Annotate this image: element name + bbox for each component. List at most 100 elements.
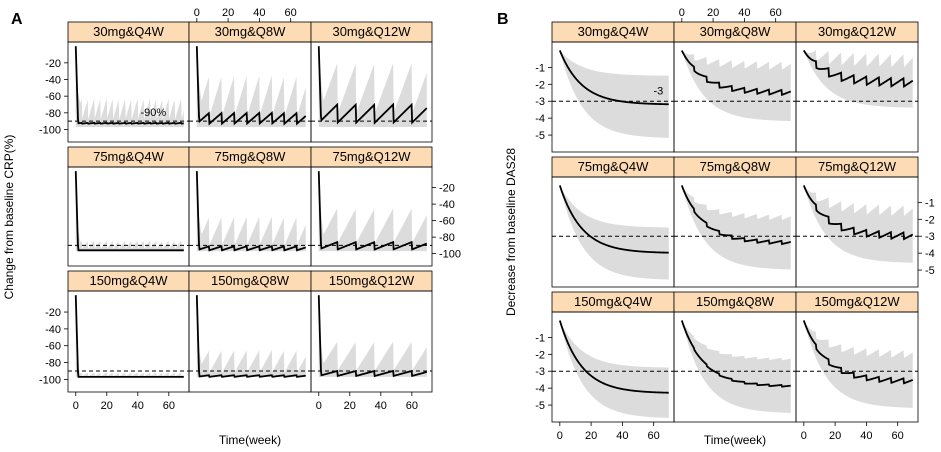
x-tick-label: 40 [738,7,750,19]
median-line [802,185,914,241]
y-tick-label: -3 [535,366,545,378]
panel-plot-area [68,295,189,378]
panel-title: 30mg&Q12W [818,24,897,39]
panel-plot-area [674,50,796,122]
panel: 30mg&Q8W 0 20 40 60 [188,7,312,143]
prediction-interval-band [318,171,427,252]
prediction-interval-band [803,49,913,108]
chart-crp: A Change from baseline CRP(%) Time(week) 30… [2,7,461,447]
prediction-interval-band [196,171,306,252]
panel-plot-area [674,320,796,413]
panel-label: B [497,11,509,28]
y-tick-label: -100 [39,125,61,137]
median-line [317,46,428,125]
panel-plot-area [68,171,189,252]
prediction-interval-band [196,295,306,377]
median-line [680,320,791,388]
x-tick-label: 60 [163,400,175,412]
prediction-interval-band [75,46,184,127]
panel: 30mg&Q12W [310,21,433,143]
y-tick-label: -100 [439,249,461,261]
panel-title: 150mg&Q4W [574,294,653,309]
panel: 150mg&Q12W 0 20 40 60 [795,291,919,442]
panel-title: 30mg&Q8W [215,24,287,39]
prediction-interval-band [681,50,791,122]
y-tick-label: -1 [535,332,545,344]
panel-plot-area [189,46,311,127]
panel-frame [795,41,919,153]
y-tick-label: -3 [925,231,935,243]
panel: 150mg&Q8W [673,291,797,423]
y-tick-label: -5 [535,130,545,142]
x-tick-label: 60 [892,430,904,442]
prediction-interval-band [318,295,427,377]
panel-title: 150mg&Q4W [89,273,168,288]
panel-plot-area [796,320,918,408]
y-tick-label: -4 [535,383,545,395]
panel: 75mg&Q4W [67,146,190,267]
panel-title: 150mg&Q12W [329,273,415,288]
median-line [681,50,792,97]
panel-plot-area [552,50,674,138]
panel-plot-area [674,185,796,270]
x-tick-label: 0 [679,7,685,19]
panel-title: 75mg&Q8W [215,149,287,164]
y-tick-label: -2 [535,349,545,361]
panel-plot-area [796,185,918,263]
panel-plot-area [311,171,432,252]
prediction-interval-band [559,50,669,138]
panel-frame [310,290,433,393]
y-tick-label: -2 [925,214,935,226]
y-tick-label: -100 [39,374,61,386]
x-tick-label: 0 [73,400,79,412]
x-tick-label: 60 [648,430,660,442]
panel-frame [310,41,433,143]
median-line [803,50,914,89]
panel-label: A [11,11,23,28]
annotation-label: -90% [140,107,166,119]
y-tick-label: -1 [535,62,545,74]
panel: 30mg&Q12W [795,21,919,153]
panel-title: 75mg&Q8W [700,159,772,174]
panel: 75mg&Q12W -1 -2 -3 -4 -5 [795,156,935,288]
x-tick-label: 20 [707,7,719,19]
panel-frame [795,176,919,288]
y-tick-label: -40 [45,75,61,87]
panel-plot-area [311,295,432,378]
median-line [558,185,669,254]
x-tick-label: 60 [406,400,418,412]
panel: 75mg&Q12W -20 -40 -60 -80 -100 [310,146,461,267]
panel-plot-area [552,320,674,418]
x-tick-label: 20 [585,430,597,442]
panel-frame [310,166,433,267]
panel: 150mg&Q8W [188,270,312,393]
prediction-interval-band [803,320,913,408]
y-tick-label: -60 [45,341,61,353]
median-line [558,50,669,106]
panel-plot-area [311,46,432,127]
y-tick-label: -5 [535,400,545,412]
y-tick-label: -80 [45,108,61,120]
y-tick-label: -4 [535,113,545,125]
panel-title: 150mg&Q8W [211,273,290,288]
median-line [74,46,184,125]
prediction-interval-band [559,185,669,280]
y-tick-label: -1 [925,197,935,209]
panel: 30mg&Q4W -90% -20 -40 -60 -80 -100 [39,21,190,143]
x-tick-label: 0 [801,430,807,442]
panel-title: 75mg&Q12W [332,149,411,164]
panel-title: 75mg&Q12W [818,159,897,174]
panel-title: 30mg&Q12W [332,24,411,39]
median-line [74,295,184,378]
panel-plot-area [796,49,918,108]
panel: 30mg&Q8W 0 20 40 60 [673,7,797,153]
x-tick-label: 40 [132,400,144,412]
y-tick-label: -80 [45,358,61,370]
panel: 30mg&Q4W -3 -1 -2 -3 -4 -5 [535,21,675,153]
x-tick-label: 40 [375,400,387,412]
y-tick-label: -20 [439,183,455,195]
panel: 150mg&Q12W 0 20 40 60 [310,270,433,412]
median-line [680,185,791,246]
y-tick-label: -2 [535,79,545,91]
